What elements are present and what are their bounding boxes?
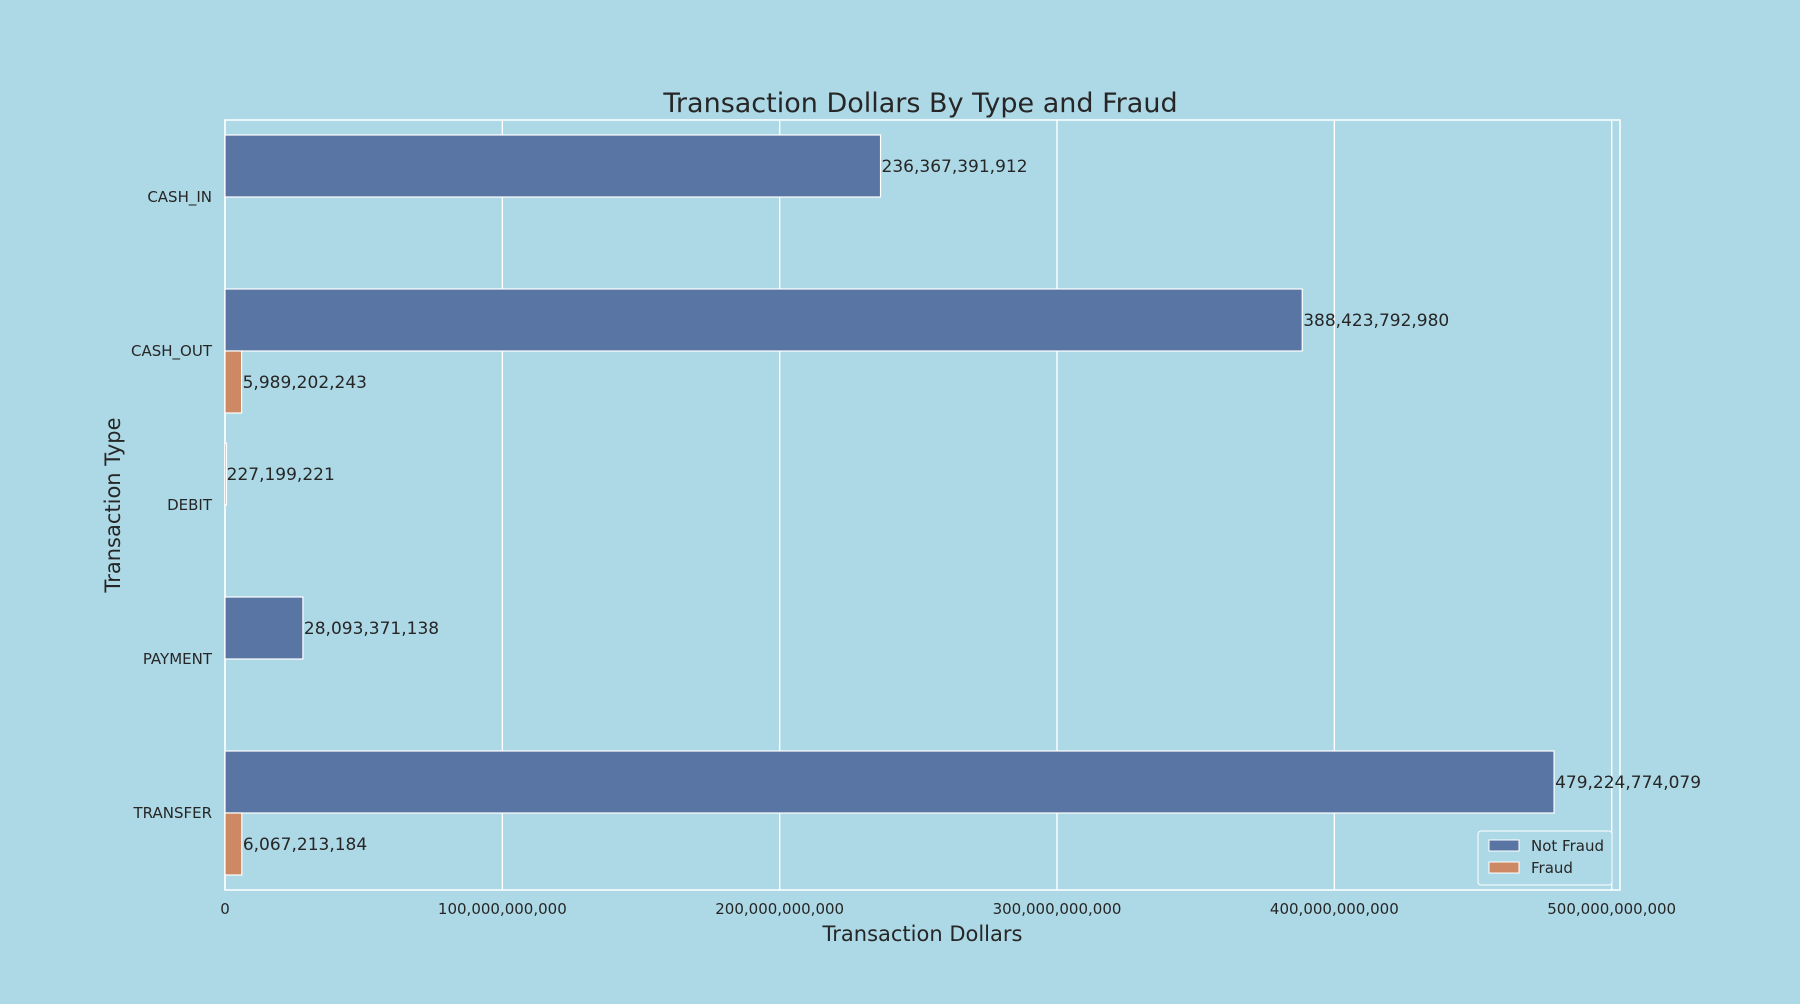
legend-swatch	[1488, 861, 1520, 874]
bar-not-fraud-payment	[224, 596, 304, 660]
bar-fraud-cash-out	[224, 350, 243, 414]
bars	[224, 134, 1555, 876]
data-label: 388,423,792,980	[1303, 311, 1449, 331]
data-label: 227,199,221	[227, 465, 335, 485]
y-tick-label: DEBIT	[167, 496, 213, 514]
x-tick-label: 300,000,000,000	[993, 900, 1122, 918]
x-tick-label: 100,000,000,000	[438, 900, 567, 918]
data-labels: 236,367,391,912 388,423,792,980 5,989,202,…	[227, 157, 1701, 855]
x-tick-label: 400,000,000,000	[1270, 900, 1399, 918]
x-axis-label: Transaction Dollars	[822, 922, 1023, 946]
legend-label: Not Fraud	[1531, 837, 1604, 855]
x-tick-label: 200,000,000,000	[715, 900, 844, 918]
y-tick-label: CASH_OUT	[131, 342, 213, 361]
data-label: 236,367,391,912	[882, 157, 1028, 177]
legend: Not Fraud Fraud	[1477, 830, 1613, 886]
data-label: 479,224,774,079	[1555, 773, 1701, 793]
y-tick-label: CASH_IN	[147, 188, 212, 207]
data-label: 6,067,213,184	[243, 835, 367, 855]
bar-fraud-transfer	[224, 812, 243, 876]
data-label: 28,093,371,138	[304, 619, 439, 639]
bar-not-fraud-cash-in	[224, 134, 882, 198]
x-tick-label: 0	[220, 900, 230, 918]
bar-not-fraud-transfer	[224, 750, 1555, 814]
legend-swatch	[1488, 839, 1520, 852]
legend-label: Fraud	[1531, 859, 1573, 877]
y-tick-label: TRANSFER	[132, 804, 212, 822]
bar-not-fraud-debit	[224, 442, 228, 506]
x-tick-label: 500,000,000,000	[1547, 900, 1676, 918]
data-label: 5,989,202,243	[243, 373, 367, 393]
x-axis-ticks: 0 100,000,000,000 200,000,000,000 300,000,0…	[220, 900, 1676, 918]
y-axis-ticks: CASH_IN CASH_OUT DEBIT PAYMENT TRANSFER	[131, 188, 213, 822]
y-axis-label: Transaction Type	[101, 417, 125, 593]
chart-title: Transaction Dollars By Type and Fraud	[662, 88, 1177, 119]
bar-not-fraud-cash-out	[224, 288, 1303, 352]
y-tick-label: PAYMENT	[143, 650, 213, 668]
